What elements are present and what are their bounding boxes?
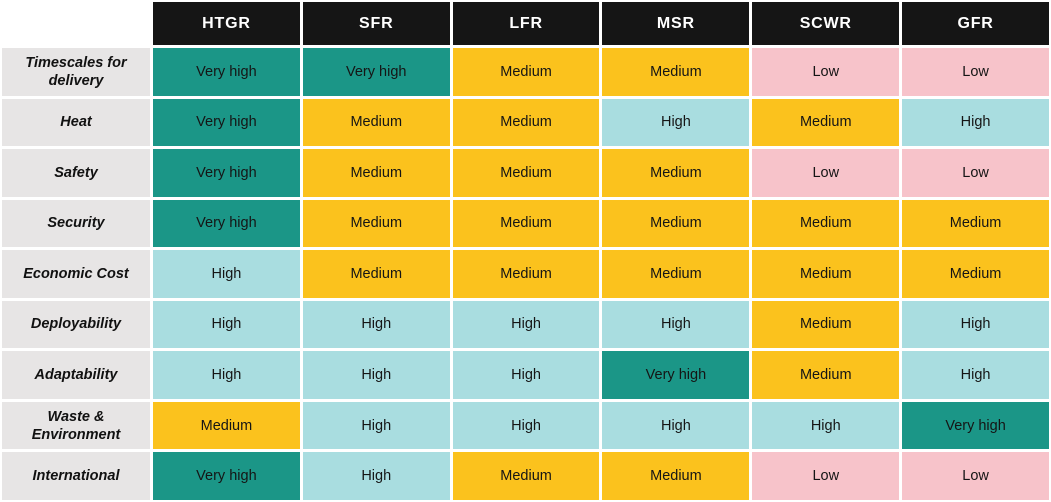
rating-cell: High xyxy=(302,351,450,399)
rating-cell: Medium xyxy=(602,199,750,248)
rating-cell: Medium xyxy=(902,250,1049,298)
rating-cell: Very high xyxy=(602,351,750,399)
rating-cell: Very high xyxy=(153,48,300,96)
rating-cell: Very high xyxy=(153,149,300,197)
rating-cell: High xyxy=(452,351,600,399)
rating-cell: Medium xyxy=(302,250,450,298)
rating-cell: High xyxy=(902,98,1049,147)
rating-cell: Medium xyxy=(452,98,600,147)
rating-cell: Medium xyxy=(452,149,600,197)
column-header-gfr: GFR xyxy=(902,2,1049,45)
rating-cell: High xyxy=(452,300,600,349)
rating-cell: High xyxy=(302,300,450,349)
column-header-scwr: SCWR xyxy=(752,2,900,45)
rating-cell: Medium xyxy=(752,351,900,399)
rating-cell: Low xyxy=(902,149,1049,197)
row-label: Safety xyxy=(2,149,150,197)
rating-cell: High xyxy=(302,401,450,450)
row-label: Security xyxy=(2,199,150,248)
column-header-msr: MSR xyxy=(602,2,750,45)
rating-cell: High xyxy=(302,452,450,500)
rating-cell: High xyxy=(902,351,1049,399)
rating-cell: Very high xyxy=(153,199,300,248)
rating-cell: High xyxy=(902,300,1049,349)
row-label: Economic Cost xyxy=(2,250,150,298)
rating-cell: Low xyxy=(902,452,1049,500)
rating-cell: Medium xyxy=(752,98,900,147)
rating-cell: Medium xyxy=(602,149,750,197)
rating-cell: High xyxy=(602,401,750,450)
rating-cell: Medium xyxy=(602,48,750,96)
rating-cell: Medium xyxy=(902,199,1049,248)
rating-cell: Very high xyxy=(153,98,300,147)
rating-cell: Medium xyxy=(153,401,300,450)
rating-cell: Low xyxy=(752,48,900,96)
rating-cell: High xyxy=(602,98,750,147)
rating-cell: High xyxy=(153,300,300,349)
rating-cell: Medium xyxy=(452,452,600,500)
rating-cell: Low xyxy=(752,452,900,500)
rating-cell: Medium xyxy=(452,250,600,298)
rating-cell: Medium xyxy=(302,98,450,147)
row-label: Deployability xyxy=(2,300,150,349)
rating-cell: Very high xyxy=(153,452,300,500)
rating-cell: Medium xyxy=(302,199,450,248)
rating-cell: High xyxy=(452,401,600,450)
row-label: International xyxy=(2,452,150,500)
rating-cell: Medium xyxy=(452,199,600,248)
row-label: Waste & Environment xyxy=(2,401,150,450)
rating-cell: High xyxy=(602,300,750,349)
rating-cell: Medium xyxy=(752,199,900,248)
rating-cell: Medium xyxy=(602,452,750,500)
rating-cell: High xyxy=(153,250,300,298)
column-header-sfr: SFR xyxy=(302,2,450,45)
rating-cell: Low xyxy=(902,48,1049,96)
rating-cell: Medium xyxy=(302,149,450,197)
rating-cell: High xyxy=(153,351,300,399)
rating-cell: Medium xyxy=(752,300,900,349)
rating-cell: High xyxy=(752,401,900,450)
row-label: Timescales for delivery xyxy=(2,48,150,96)
row-label: Heat xyxy=(2,98,150,147)
rating-cell: Medium xyxy=(452,48,600,96)
rating-cell: Low xyxy=(752,149,900,197)
rating-cell: Very high xyxy=(302,48,450,96)
rating-cell: Very high xyxy=(902,401,1049,450)
rating-cell: Medium xyxy=(602,250,750,298)
row-label: Adaptability xyxy=(2,351,150,399)
rating-cell: Medium xyxy=(752,250,900,298)
column-header-lfr: LFR xyxy=(452,2,600,45)
column-header-htgr: HTGR xyxy=(153,2,300,45)
table-corner-spacer xyxy=(2,2,150,45)
